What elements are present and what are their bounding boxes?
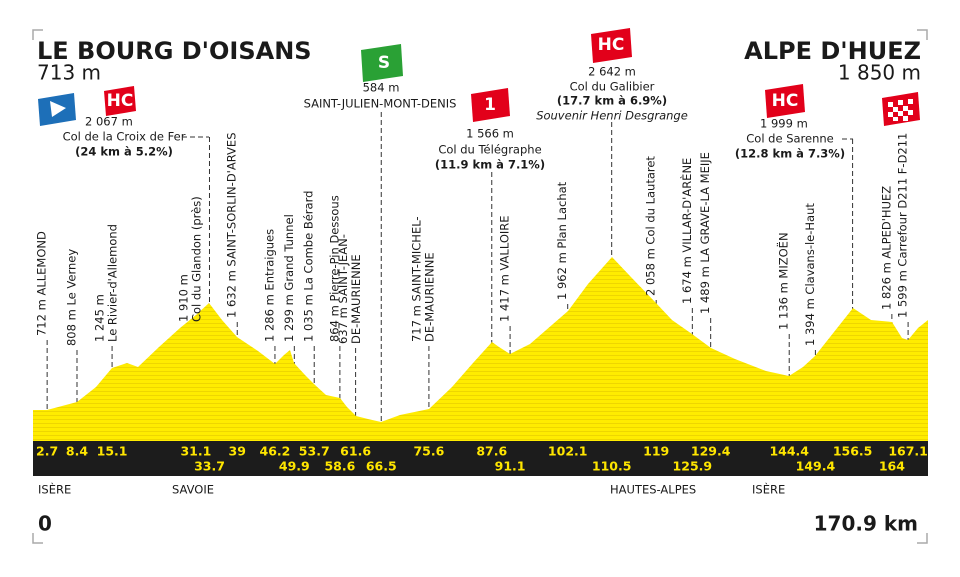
- climb-detail: (24 km à 5.2%): [75, 145, 173, 159]
- km-label: 156.5: [833, 444, 873, 459]
- km-labels: 2.7 8.4 15.1 31.133.7 39 46.249.953.758.661.6…: [36, 444, 928, 474]
- category-icon: [765, 84, 805, 118]
- km-label: 61.6: [340, 444, 371, 459]
- sprint-altitude: 584 m: [363, 81, 400, 95]
- distance-end: 170.9 km: [814, 512, 918, 536]
- km-label: 46.2: [260, 444, 291, 459]
- waypoint-label: 1 632 m SAINT-SORLIN-D'ARVES: [225, 133, 239, 319]
- climb-category: 1: [484, 95, 496, 115]
- km-label: 102.1: [548, 444, 588, 459]
- waypoint-label: 637 m SAINT-JEAN-: [336, 234, 350, 344]
- km-label: 66.5: [366, 459, 397, 474]
- waypoint-label: 2 058 m Col du Lautaret: [644, 156, 658, 296]
- region: SAVOIE: [172, 483, 214, 497]
- waypoint-label: 712 m ALLEMOND: [35, 231, 49, 336]
- km-label: 164: [879, 459, 905, 474]
- waypoint-label: 1 035 m La Combe Bérard: [302, 191, 316, 342]
- km-label: 87.6: [476, 444, 507, 459]
- climb-detail: (11.9 km à 7.1%): [435, 158, 545, 172]
- waypoint-label: 1 245 m: [93, 294, 107, 342]
- waypoint-label: 717 m SAINT-MICHEL-: [409, 216, 423, 342]
- region: ISÈRE: [752, 482, 785, 497]
- km-label: 129.4: [691, 444, 731, 459]
- distance-start: 0: [38, 512, 52, 536]
- waypoint-label: 1 394 m Clavans-le-Haut: [803, 203, 817, 346]
- finish-name: ALPE D'HUEZ: [744, 37, 921, 65]
- km-label: 167.1: [888, 444, 928, 459]
- waypoint-label: 1 826 m ALPED'HUEZ: [879, 186, 893, 310]
- profile: [33, 257, 928, 441]
- region: HAUTES-ALPES: [610, 483, 696, 497]
- km-label: 91.1: [495, 459, 526, 474]
- climb-altitude: 2 642 m: [588, 65, 636, 79]
- climb-category: HC: [107, 91, 134, 111]
- category-icon: [591, 28, 632, 63]
- sprint-icon: [361, 44, 403, 82]
- waypoint-label: 864 m Pierre-Pin Dessous: [327, 195, 341, 342]
- waypoint-label: 1 962 m Plan Lachat: [555, 181, 569, 300]
- climb-name: Col de Sarenne: [746, 132, 834, 146]
- km-label: 2.7: [36, 444, 58, 459]
- km-label: 125.9: [673, 459, 713, 474]
- waypoint-label: 1 136 m MIZOËN: [776, 232, 791, 330]
- climb-detail: (17.7 km à 6.9%): [557, 94, 667, 108]
- climb-altitude: 2 067 m: [85, 115, 133, 129]
- km-label: 119: [643, 444, 669, 459]
- sprint-category: S: [378, 53, 390, 73]
- km-label: 8.4: [66, 444, 88, 459]
- climb-name: Col du Galibier: [570, 80, 655, 94]
- waypoint-label: 1 489 m LA GRAVE-LA MEIJE: [698, 152, 712, 314]
- km-label: 53.7: [299, 444, 330, 459]
- start-altitude: 713 m: [37, 61, 101, 85]
- climb-category: HC: [772, 91, 799, 111]
- waypoint-label: 1 286 m Entraigues: [262, 229, 276, 342]
- km-band: [33, 441, 928, 476]
- km-label: 49.9: [279, 459, 310, 474]
- km-label: 110.5: [592, 459, 632, 474]
- waypoint-label: DE-MAURIENNE: [349, 254, 363, 344]
- km-label: 15.1: [97, 444, 128, 459]
- waypoint-label: Le Rivier-d'Allemond: [106, 224, 120, 342]
- km-label: 149.4: [796, 459, 836, 474]
- km-label: 33.7: [194, 459, 225, 474]
- sprint-name: SAINT-JULIEN-MONT-DENIS: [304, 97, 457, 111]
- km-label: 75.6: [413, 444, 444, 459]
- waypoint-label: 808 m Le Verney: [64, 249, 78, 346]
- finish-altitude: 1 850 m: [838, 61, 921, 85]
- climb-category: HC: [598, 35, 625, 55]
- climb-altitude: 1 999 m: [760, 117, 808, 131]
- waypoint-label: 1 674 m VILLAR-D'ARÈNE: [679, 158, 694, 304]
- category-icon: [104, 86, 136, 116]
- waypoint-label: 1 299 m Grand Tunnel: [282, 214, 296, 342]
- climb-name: Col de la Croix de Fer: [63, 130, 186, 144]
- km-label: 39: [229, 444, 246, 459]
- km-label: 31.1: [180, 444, 211, 459]
- start-name: LE BOURG D'OISANS: [37, 37, 312, 65]
- climb-note: Souvenir Henri Desgrange: [536, 109, 688, 123]
- km-label: 144.4: [769, 444, 809, 459]
- waypoint-label: Col du Glandon (près): [189, 196, 203, 322]
- climb-altitude: 1 566 m: [466, 127, 514, 141]
- waypoint-label: DE-MAURIENNE: [422, 252, 436, 342]
- category-icon: [471, 88, 510, 122]
- waypoint-label: 1 599 m Carrefour D211 F-D211: [896, 133, 910, 318]
- climb-detail: (12.8 km à 7.3%): [735, 147, 845, 161]
- region: ISÈRE: [38, 482, 71, 497]
- km-label: 58.6: [324, 459, 355, 474]
- start-icon: [38, 93, 76, 126]
- waypoint-label: 1 910 m: [176, 274, 190, 322]
- frame: [32, 29, 928, 544]
- climb-name: Col du Télégraphe: [438, 143, 541, 157]
- waypoint-label: 1 417 m VALLOIRE: [498, 215, 512, 322]
- finish-icon: [882, 92, 920, 126]
